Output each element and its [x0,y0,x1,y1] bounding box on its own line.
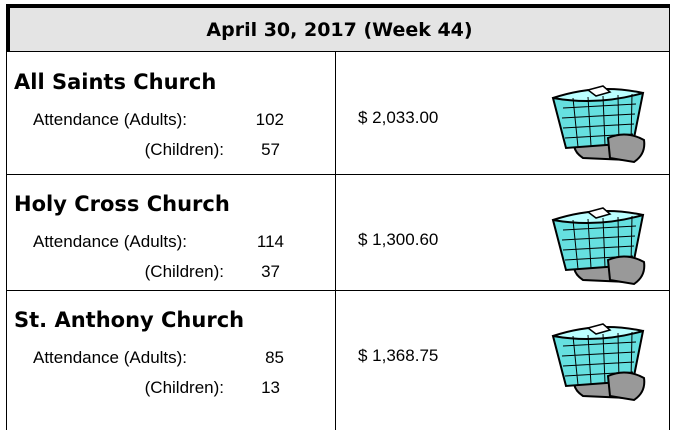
collection-amount: $ 2,033.00 [358,108,438,128]
row-divider [6,174,670,175]
basket-icon [548,78,648,172]
adults-count: 114 [257,232,284,252]
border-right [669,52,670,430]
header: April 30, 2017 (Week 44) [6,4,670,52]
adults-label: Attendance (Adults): [33,110,187,130]
collection-amount: $ 1,300.60 [358,230,438,250]
church-name: St. Anthony Church [14,308,244,332]
row-divider [6,290,670,291]
children-count: 13 [261,378,280,398]
collection-amount: $ 1,368.75 [358,346,438,366]
page: April 30, 2017 (Week 44) All Saints Chur… [0,0,678,430]
header-title: April 30, 2017 (Week 44) [10,8,669,52]
adults-count: 85 [265,348,284,368]
basket-icon [548,200,648,294]
church-name: All Saints Church [14,70,216,94]
adults-label: Attendance (Adults): [33,232,187,252]
adults-count: 102 [256,110,284,130]
adults-label: Attendance (Adults): [33,348,187,368]
basket-icon [548,316,648,410]
children-label: (Children): [145,262,224,282]
children-label: (Children): [145,378,224,398]
border-left [6,52,7,430]
children-label: (Children): [145,140,224,160]
church-name: Holy Cross Church [14,192,230,216]
children-count: 57 [261,140,280,160]
column-divider [335,52,336,430]
children-count: 37 [261,262,280,282]
